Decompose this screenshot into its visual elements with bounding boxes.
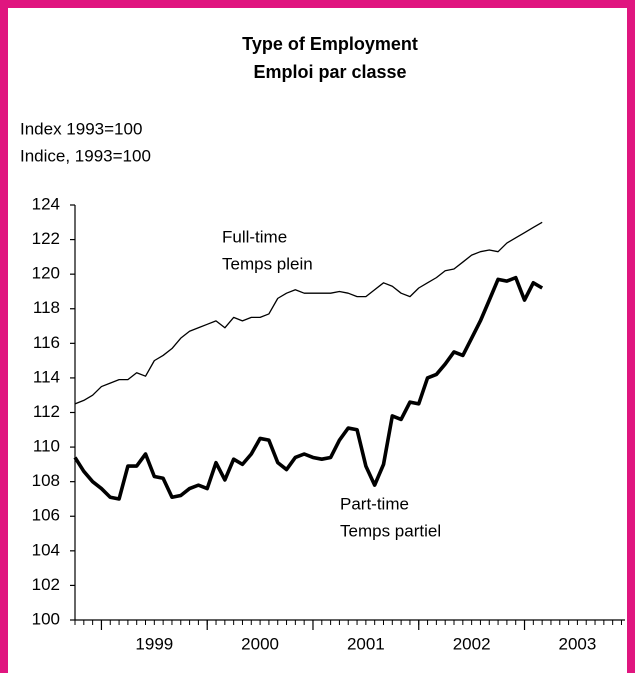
y-tick-label: 110 — [33, 437, 60, 456]
x-tick-label: 2003 — [558, 634, 596, 653]
y-tick-label: 114 — [33, 367, 60, 386]
y-tick-label: 118 — [33, 298, 60, 317]
series-label: Temps plein — [222, 254, 313, 273]
series-line — [74, 221, 543, 405]
y-tick-label: 108 — [32, 471, 60, 490]
y-tick-label: 112 — [33, 402, 60, 421]
chart-title: Type of Employment — [242, 34, 418, 54]
y-axis-label: Index 1993=100 — [20, 119, 142, 138]
y-tick-label: 100 — [32, 609, 60, 628]
y-tick-label: 122 — [32, 229, 60, 248]
series-label: Temps partiel — [340, 521, 441, 540]
y-tick-label: 124 — [32, 194, 60, 213]
x-tick-label: 1999 — [135, 634, 173, 653]
y-tick-label: 116 — [33, 333, 60, 352]
x-tick-label: 2000 — [241, 634, 279, 653]
y-tick-label: 106 — [32, 506, 60, 525]
y-tick-label: 120 — [32, 264, 60, 283]
y-tick-label: 102 — [32, 575, 60, 594]
series-line — [73, 275, 544, 501]
x-tick-label: 2001 — [347, 634, 385, 653]
y-tick-label: 104 — [32, 540, 60, 559]
y-axis-label: Indice, 1993=100 — [20, 146, 151, 165]
series-label: Part-time — [340, 494, 409, 513]
x-tick-label: 2002 — [453, 634, 491, 653]
series-label: Full-time — [222, 227, 287, 246]
chart-title: Emploi par classe — [253, 62, 406, 82]
